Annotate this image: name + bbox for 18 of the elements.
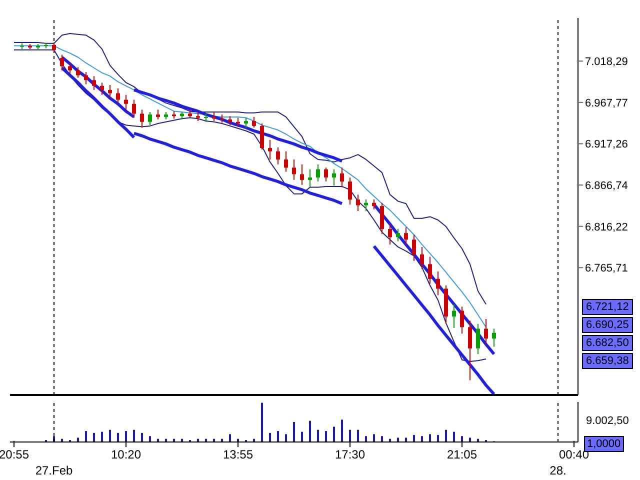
text: 6.690,25 (582, 317, 633, 333)
x-tick-label: 21:05 (446, 448, 478, 462)
x-tick-label: 10:20 (110, 448, 142, 462)
x-tick-label: 17:30 (334, 448, 366, 462)
y-tick-label: 6.967,77 (585, 97, 628, 110)
y-tick-label: 6.816,22 (585, 221, 628, 234)
text: 6.659,38 (582, 353, 633, 369)
y-tick-label: 6.866,74 (585, 180, 628, 192)
x-tick-label: 28. (550, 464, 566, 478)
text: 9.002,50 (585, 414, 630, 428)
text: 6.721,12 (582, 299, 633, 315)
y-tick-label: 6.765,71 (585, 262, 628, 275)
y-tick-label: 6.917,26 (585, 138, 628, 151)
text: 6.682,50 (582, 335, 633, 351)
x-tick-label: 13:55 (222, 448, 254, 462)
y-tick-label: 7.018,29 (585, 56, 628, 68)
text: 1,0000 (584, 436, 624, 452)
x-tick-label: 27.Feb (35, 464, 74, 478)
